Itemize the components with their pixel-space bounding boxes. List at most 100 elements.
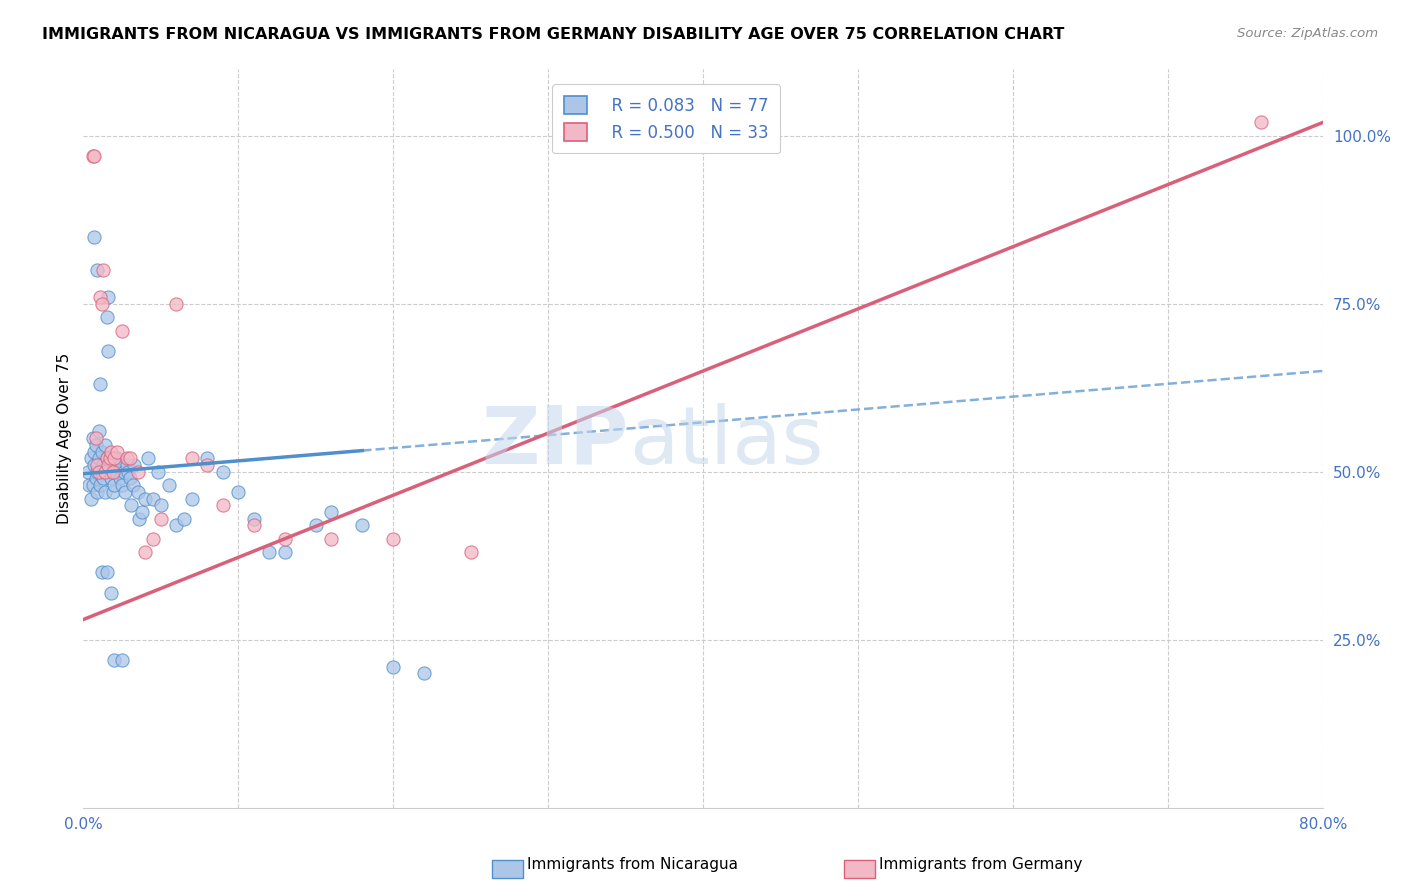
Point (100, 471, 122, 485)
Point (86, 465, 108, 479)
Point (94, 465, 117, 479)
Point (134, 545, 156, 559)
Point (122, 478, 145, 492)
Point (211, 465, 233, 479)
Point (83, 458, 105, 472)
Point (87, 465, 110, 479)
Point (90, 566, 112, 580)
Point (94, 438, 117, 452)
Point (173, 512, 195, 526)
Text: Immigrants from Nicaragua: Immigrants from Nicaragua (527, 857, 738, 872)
Point (321, 532, 343, 546)
Point (97, 458, 120, 472)
Point (321, 505, 343, 519)
Point (97, 343, 120, 358)
Point (86, 263, 108, 277)
Point (382, 659, 405, 673)
Point (352, 518, 374, 533)
Point (112, 465, 135, 479)
Point (96, 566, 118, 580)
Point (149, 512, 172, 526)
Point (100, 585, 122, 599)
Point (243, 518, 266, 533)
Point (180, 451, 202, 466)
Text: IMMIGRANTS FROM NICARAGUA VS IMMIGRANTS FROM GERMANY DISABILITY AGE OVER 75 CORR: IMMIGRANTS FROM NICARAGUA VS IMMIGRANTS … (42, 27, 1064, 42)
Point (142, 532, 165, 546)
Point (165, 296, 187, 310)
Point (460, 545, 482, 559)
Y-axis label: Disability Age Over 75: Disability Age Over 75 (58, 352, 72, 524)
Point (138, 451, 160, 466)
Point (84, 431, 107, 445)
Point (84, 438, 107, 452)
Point (274, 532, 297, 546)
Point (180, 491, 202, 506)
Point (413, 666, 436, 681)
Point (93, 458, 115, 472)
Point (103, 478, 125, 492)
Point (127, 484, 149, 499)
Point (86, 458, 108, 472)
Point (82, 478, 104, 492)
Point (83, 229, 105, 244)
Point (97, 290, 120, 304)
Point (226, 484, 249, 499)
Point (114, 484, 136, 499)
Point (101, 465, 124, 479)
Point (101, 484, 124, 499)
Point (101, 451, 124, 466)
Text: ZIP: ZIP (482, 403, 628, 481)
Point (104, 465, 127, 479)
Point (100, 458, 122, 472)
Point (98, 451, 121, 466)
Point (83, 444, 105, 458)
Point (86, 484, 108, 499)
Point (134, 491, 156, 506)
Legend:   R = 0.083   N = 77,   R = 0.500   N = 33: R = 0.083 N = 77, R = 0.500 N = 33 (553, 84, 780, 153)
Point (382, 532, 405, 546)
Point (305, 518, 328, 533)
Point (115, 458, 138, 472)
Point (274, 545, 297, 559)
Point (243, 512, 266, 526)
Point (89, 478, 111, 492)
Point (259, 545, 281, 559)
Point (89, 290, 111, 304)
Point (105, 444, 128, 458)
Point (82, 149, 104, 163)
Point (105, 451, 128, 466)
Point (115, 451, 138, 466)
Point (80, 491, 103, 506)
Point (100, 444, 122, 458)
Point (118, 451, 141, 466)
Point (103, 653, 125, 667)
Point (157, 478, 180, 492)
Point (195, 451, 218, 466)
Point (111, 478, 134, 492)
Point (96, 451, 118, 466)
Point (110, 471, 132, 485)
Point (142, 491, 165, 506)
Point (82, 431, 104, 445)
Point (195, 458, 218, 472)
Point (146, 465, 169, 479)
Point (103, 458, 125, 472)
Point (94, 484, 117, 499)
Point (124, 458, 146, 472)
Text: atlas: atlas (628, 403, 824, 481)
Point (98, 465, 121, 479)
Text: Source: ZipAtlas.com: Source: ZipAtlas.com (1237, 27, 1378, 40)
Point (131, 505, 153, 519)
Point (87, 451, 110, 466)
Point (87, 425, 110, 439)
Point (127, 465, 149, 479)
Point (96, 310, 118, 325)
Point (96, 451, 118, 466)
Point (93, 471, 115, 485)
Point (103, 451, 125, 466)
Point (79, 478, 101, 492)
Point (111, 324, 134, 338)
Point (83, 149, 105, 163)
Point (90, 444, 112, 458)
Point (89, 377, 111, 392)
